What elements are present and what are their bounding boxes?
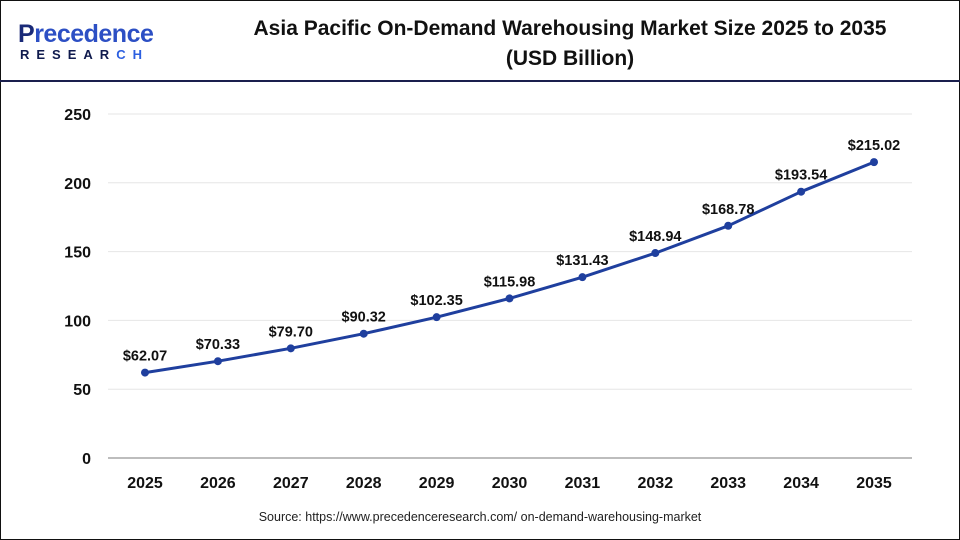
logo-initial: P: [18, 20, 35, 48]
x-tick-label: 2027: [273, 475, 309, 492]
data-label: $70.33: [196, 337, 240, 353]
header: Precedence RESEARCH Asia Pacific On-Dema…: [0, 0, 960, 82]
x-tick-label: 2030: [492, 475, 528, 492]
logo-word: recedence: [34, 20, 154, 48]
y-tick-label: 0: [82, 451, 91, 468]
y-tick-label: 250: [64, 107, 91, 124]
x-tick-label: 2028: [346, 475, 382, 492]
logo-subtitle: RESEARCH: [20, 47, 149, 62]
data-label: $168.78: [702, 202, 754, 218]
logo-wordmark: Precedence: [18, 20, 154, 49]
x-tick-label: 2026: [200, 475, 236, 492]
data-point-marker: [578, 273, 587, 282]
series-line: [144, 160, 875, 375]
data-label: $131.43: [556, 253, 608, 269]
data-point-marker: [286, 344, 295, 353]
data-point-marker: [724, 221, 733, 230]
y-tick-label: 100: [64, 313, 91, 330]
data-label: $62.07: [123, 349, 167, 365]
data-point-marker: [505, 294, 514, 303]
chart-title: Asia Pacific On-Demand Warehousing Marke…: [190, 14, 950, 74]
data-label: $215.02: [848, 138, 900, 154]
chart-title-line2: (USD Billion): [505, 47, 635, 70]
data-point-marker: [141, 368, 149, 377]
y-tick-label: 50: [73, 382, 91, 399]
data-label: $115.98: [484, 274, 536, 290]
data-label: $79.70: [269, 324, 313, 340]
data-label: $90.32: [342, 310, 386, 326]
x-tick-label: 2033: [710, 475, 746, 492]
x-tick-label: 2034: [783, 475, 819, 492]
data-point-marker: [651, 249, 660, 258]
data-point-marker: [797, 187, 806, 196]
data-point-marker: [432, 313, 441, 322]
x-tick-label: 2025: [127, 475, 163, 492]
y-tick-label: 150: [64, 245, 91, 262]
y-tick-label: 200: [64, 176, 91, 193]
data-label: $193.54: [775, 168, 827, 184]
precedence-research-logo: Precedence RESEARCH: [18, 20, 168, 64]
data-point-marker: [213, 357, 222, 366]
x-tick-label: 2035: [856, 475, 892, 492]
source-note: Source: https://www.precedenceresearch.c…: [258, 510, 702, 524]
x-tick-label: 2031: [565, 475, 601, 492]
logo-sub-main: RESEAR: [20, 47, 117, 62]
x-tick-label: 2029: [419, 475, 455, 492]
logo-sub-accent: CH: [116, 47, 149, 62]
x-tick-label: 2032: [638, 475, 674, 492]
chart-title-line1: Asia Pacific On-Demand Warehousing Marke…: [253, 17, 887, 40]
data-point-marker: [870, 158, 878, 167]
data-point-marker: [359, 329, 368, 338]
data-label: $102.35: [410, 293, 462, 309]
data-label: $148.94: [629, 229, 681, 245]
